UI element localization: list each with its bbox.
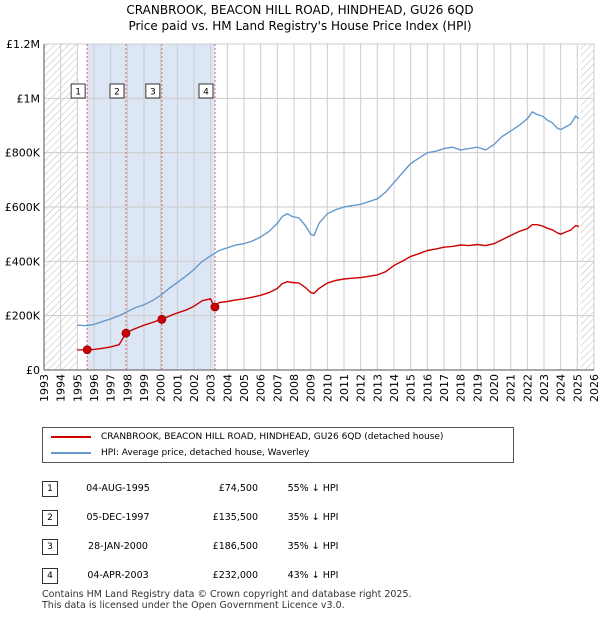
x-tick-label: 2023 bbox=[538, 374, 551, 402]
x-tick-label: 2017 bbox=[438, 374, 451, 402]
sale-marker-box: 2 bbox=[42, 509, 58, 526]
table-row: 4 04-APR-2003 £232,000 43% ↓ HPI bbox=[42, 561, 368, 590]
x-tick-label: 2010 bbox=[321, 374, 334, 402]
sale-label-box bbox=[70, 83, 86, 99]
table-row: 2 05-DEC-1997 £135,500 35% ↓ HPI bbox=[42, 503, 368, 532]
x-tick-label: 2018 bbox=[455, 374, 468, 402]
footer-copyright: Contains HM Land Registry data © Crown c… bbox=[42, 589, 412, 600]
x-tick-label: 2022 bbox=[521, 374, 534, 402]
x-tick-label: 2012 bbox=[355, 374, 368, 402]
legend-label-hpi: HPI: Average price, detached house, Wave… bbox=[101, 448, 310, 458]
x-tick-label: 1997 bbox=[105, 374, 118, 402]
sales-table: 1 04-AUG-1995 £74,500 55% ↓ HPI 2 05-DEC… bbox=[42, 474, 368, 590]
sale-date: 04-AUG-1995 bbox=[86, 483, 150, 494]
sale-date: 04-APR-2003 bbox=[87, 570, 149, 581]
x-tick-label: 2008 bbox=[288, 374, 301, 402]
table-row: 1 04-AUG-1995 £74,500 55% ↓ HPI bbox=[42, 474, 368, 503]
x-tick-label: 2025 bbox=[571, 374, 584, 402]
sale-label-box bbox=[109, 83, 125, 99]
x-tick-label: 2001 bbox=[171, 374, 184, 402]
property-series-line bbox=[77, 224, 580, 351]
y-tick-label: £200K bbox=[5, 310, 41, 323]
y-tick-label: £400K bbox=[5, 255, 41, 268]
sale-label-number: 4 bbox=[203, 88, 209, 98]
sale-point bbox=[121, 328, 131, 338]
sale-hpi-diff: 55% ↓ HPI bbox=[287, 483, 339, 494]
x-tick-label: 2003 bbox=[205, 374, 218, 402]
x-tick-label: 1996 bbox=[88, 374, 101, 402]
legend-swatch-property bbox=[51, 436, 91, 438]
sale-point bbox=[210, 302, 220, 312]
price-chart: 1 2 3 4 £0 £200K £400K £600K £800K £1M £1.2M 1993 1… bbox=[5, 38, 600, 402]
sale-price: £135,500 bbox=[212, 512, 258, 523]
x-tick-label: 2006 bbox=[255, 374, 268, 402]
sale-marker-box: 1 bbox=[42, 480, 58, 497]
x-tick-label: 2011 bbox=[338, 374, 351, 402]
y-tick-label: £800K bbox=[5, 147, 41, 160]
y-tick-label: £1M bbox=[17, 92, 41, 105]
y-tick-label: £600K bbox=[5, 201, 41, 214]
x-tick-label: 2021 bbox=[505, 374, 518, 402]
x-tick-label: 1994 bbox=[55, 374, 68, 402]
table-row: 3 28-JAN-2000 £186,500 35% ↓ HPI bbox=[42, 532, 368, 561]
chart-title-line1: CRANBROOK, BEACON HILL ROAD, HINDHEAD, G… bbox=[126, 3, 474, 17]
hpi-series-line bbox=[77, 111, 580, 327]
sale-hpi-diff: 35% ↓ HPI bbox=[287, 512, 339, 523]
x-tick-label: 2009 bbox=[305, 374, 318, 402]
x-tick-label: 2005 bbox=[238, 374, 251, 402]
sale-label-box bbox=[145, 83, 161, 99]
sale-date: 05-DEC-1997 bbox=[86, 512, 150, 523]
sale-price: £232,000 bbox=[212, 570, 258, 581]
sale-price: £74,500 bbox=[218, 483, 258, 494]
legend-label-property: CRANBROOK, BEACON HILL ROAD, HINDHEAD, G… bbox=[101, 432, 444, 442]
x-tick-label: 2024 bbox=[555, 374, 568, 402]
x-tick-label: 2000 bbox=[155, 374, 168, 402]
sale-point bbox=[157, 314, 167, 324]
x-tick-label: 2007 bbox=[271, 374, 284, 402]
x-tick-label: 1999 bbox=[138, 374, 151, 402]
sale-label-number: 1 bbox=[75, 88, 81, 98]
chart-title-line2: Price paid vs. HM Land Registry's House … bbox=[128, 19, 472, 33]
legend-swatch-hpi bbox=[51, 452, 91, 454]
x-tick-label: 2014 bbox=[388, 374, 401, 402]
x-tick-label: 2013 bbox=[371, 374, 384, 402]
x-tick-label: 1993 bbox=[38, 374, 51, 402]
sale-point bbox=[82, 345, 92, 355]
footer-licence: This data is licensed under the Open Gov… bbox=[42, 600, 345, 611]
sale-label-number: 2 bbox=[114, 88, 120, 98]
legend: CRANBROOK, BEACON HILL ROAD, HINDHEAD, G… bbox=[42, 427, 514, 463]
sale-marker-box: 4 bbox=[42, 567, 58, 584]
x-tick-label: 2016 bbox=[421, 374, 434, 402]
footer: Contains HM Land Registry data © Crown c… bbox=[42, 589, 412, 611]
x-tick-label: 1995 bbox=[71, 374, 84, 402]
x-tick-label: 2026 bbox=[588, 374, 600, 402]
sale-marker-box: 3 bbox=[42, 538, 58, 555]
legend-item-property: CRANBROOK, BEACON HILL ROAD, HINDHEAD, G… bbox=[51, 430, 443, 444]
x-tick-label: 1998 bbox=[121, 374, 134, 402]
y-tick-label: £1.2M bbox=[6, 38, 40, 51]
sale-date: 28-JAN-2000 bbox=[88, 541, 148, 552]
x-tick-label: 2004 bbox=[221, 374, 234, 402]
sale-label-number: 3 bbox=[150, 88, 156, 98]
x-tick-label: 2002 bbox=[188, 374, 201, 402]
sale-hpi-diff: 43% ↓ HPI bbox=[287, 570, 339, 581]
sale-hpi-diff: 35% ↓ HPI bbox=[287, 541, 339, 552]
y-tick-label: £0 bbox=[26, 364, 40, 377]
x-tick-label: 2019 bbox=[471, 374, 484, 402]
x-tick-label: 2020 bbox=[488, 374, 501, 402]
x-tick-label: 2015 bbox=[405, 374, 418, 402]
legend-item-hpi: HPI: Average price, detached house, Wave… bbox=[51, 446, 309, 460]
sale-price: £186,500 bbox=[212, 541, 258, 552]
sale-label-box bbox=[198, 83, 214, 99]
